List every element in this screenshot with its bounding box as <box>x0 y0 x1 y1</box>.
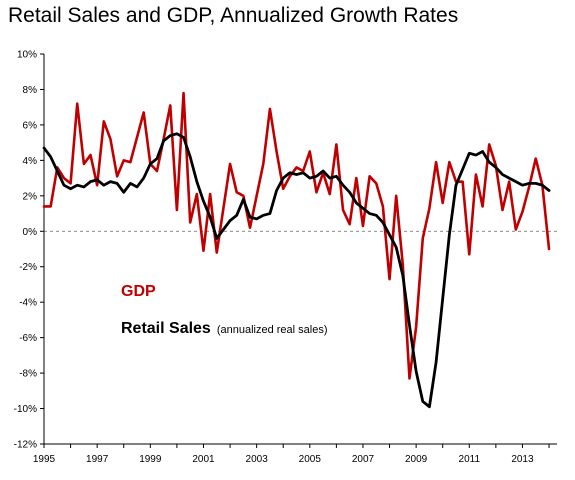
x-tick-label: 2005 <box>299 454 322 465</box>
y-tick-label: 6% <box>23 120 38 131</box>
y-tick-label: 8% <box>23 85 38 96</box>
x-tick-label: 2011 <box>459 454 481 465</box>
y-tick-label: -12% <box>14 440 37 451</box>
chart-title: Retail Sales and GDP, Annualized Growth … <box>8 4 459 27</box>
legend: GDP Retail Sales (annualized real sales) <box>121 283 328 337</box>
series-line-retail-sales <box>42 132 551 409</box>
y-tick-label: 2% <box>23 191 38 202</box>
x-tick-label: 1995 <box>33 454 56 465</box>
legend-note: (annualized real sales) <box>217 324 328 336</box>
x-tick-label: 2001 <box>192 454 215 465</box>
y-tick-label: 0% <box>23 227 38 238</box>
series-line-gdp <box>42 91 551 380</box>
y-tick-label: -8% <box>19 369 37 380</box>
legend-entry-retail-sales: Retail Sales <box>121 320 211 337</box>
series-lines <box>42 91 551 409</box>
y-tick-label: 10% <box>17 50 37 61</box>
axes: 10% 8% 6% 4% 2% 0% -2% -4% -6% -8% -10% -12% 1995 199… <box>14 50 557 465</box>
x-tick-label: 1997 <box>86 454 109 465</box>
x-tick-label: 2003 <box>246 454 269 465</box>
x-tick-label: 2013 <box>511 454 534 465</box>
y-tick-label: -10% <box>14 404 37 415</box>
x-tick-label: 2007 <box>352 454 375 465</box>
x-tick-label: 2009 <box>405 454 428 465</box>
y-tick-label: 4% <box>23 156 38 167</box>
y-tick-label: -2% <box>19 262 37 273</box>
x-tick-label: 1999 <box>139 454 162 465</box>
legend-entry-gdp: GDP <box>121 283 156 300</box>
y-tick-label: -6% <box>19 333 37 344</box>
y-tick-label: -4% <box>19 298 37 309</box>
